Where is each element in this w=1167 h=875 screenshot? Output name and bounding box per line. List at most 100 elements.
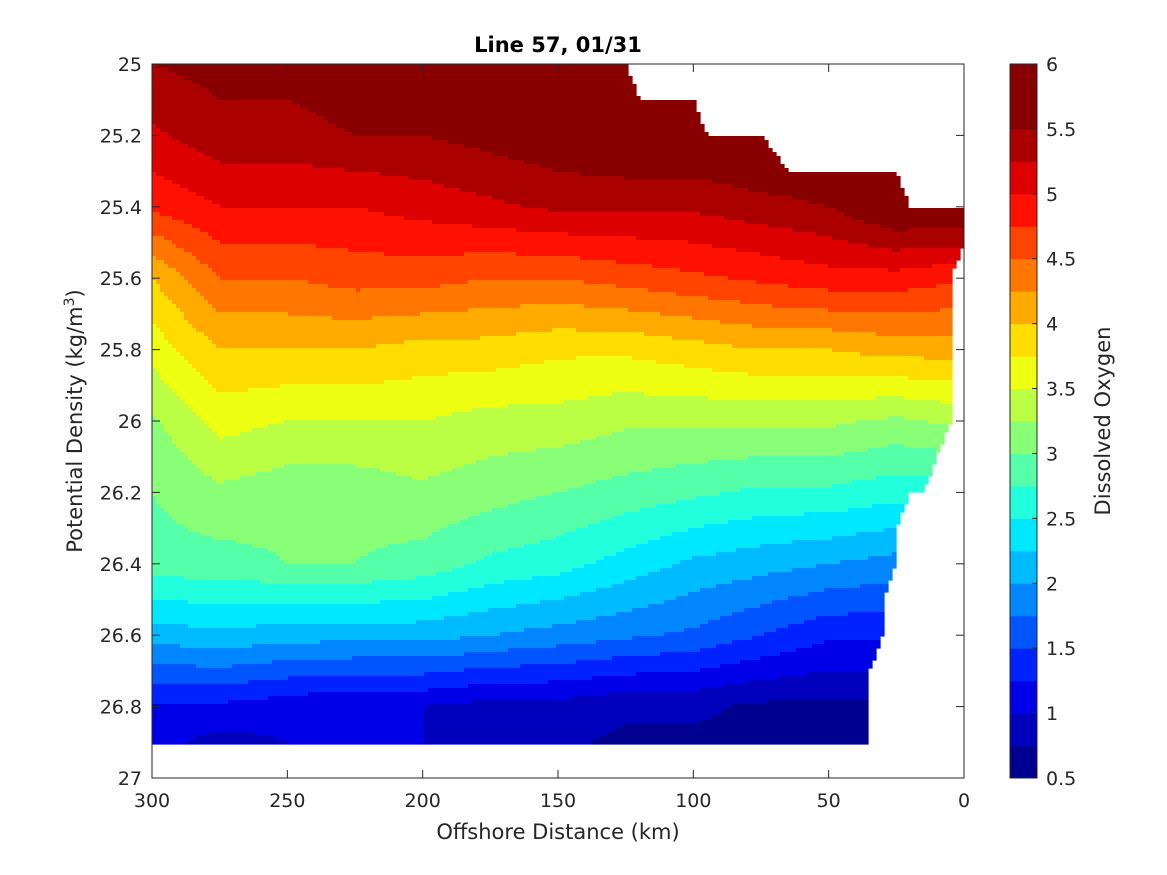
contour-band-cell [580, 440, 945, 445]
contour-band-cell [596, 560, 681, 565]
contour-band-cell [200, 532, 433, 537]
contour-band-cell [152, 124, 157, 129]
contour-band-cell [152, 340, 169, 345]
contour-band-cell [756, 280, 953, 285]
contour-band-cell [152, 656, 353, 661]
contour-band-cell [152, 364, 193, 369]
contour-band-cell [836, 424, 949, 429]
contour-band-cell [152, 112, 317, 117]
contour-band-cell [152, 692, 309, 697]
contour-band-cell [536, 448, 869, 453]
contour-band-cell [172, 240, 221, 245]
contour-band-cell [440, 472, 629, 477]
contour-band-cell [448, 524, 589, 529]
contour-band-cell [616, 612, 733, 617]
contour-band-cell [192, 284, 329, 289]
contour-band-cell [176, 304, 213, 309]
contour-band-cell [156, 324, 193, 329]
y-tick-label: 25.8 [100, 340, 142, 362]
contour-band-cell [160, 504, 509, 509]
contour-band-cell [152, 624, 189, 629]
contour-band-cell [688, 528, 885, 533]
contour-band-cell [860, 352, 953, 357]
contour-band-cell [152, 464, 197, 469]
contour-band-cell [508, 504, 657, 509]
contour-band-cell [588, 396, 709, 401]
contour-band-cell [708, 296, 953, 301]
contour-band-cell [268, 548, 377, 553]
contour-band-cell [152, 88, 209, 93]
contour-band-cell [720, 492, 909, 497]
contour-band-cell [824, 204, 909, 209]
contour-band-cell [648, 288, 829, 293]
contour-band-cell [152, 488, 569, 493]
contour-band-cell [384, 252, 465, 257]
contour-band-cell [156, 280, 189, 285]
contour-band-cell [892, 552, 897, 557]
contour-band-cell [152, 588, 469, 593]
contour-band-cell [384, 380, 953, 385]
contour-band-cell [156, 172, 381, 177]
contour-band-cell [592, 676, 781, 681]
contour-band-cell [380, 600, 541, 605]
contour-band-cell [660, 536, 833, 541]
contour-band-cell [588, 524, 705, 529]
contour-band-cell [576, 528, 689, 533]
contour-band-cell [152, 384, 169, 389]
contour-band-cell [496, 368, 713, 373]
contour-band-cell [732, 612, 849, 617]
contour-band-cell [152, 376, 161, 381]
contour-band-cell [700, 720, 869, 725]
contour-band-cell [516, 332, 645, 337]
colorbar-segment [1010, 421, 1037, 454]
contour-band-cell [612, 516, 753, 521]
contour-band-cell [152, 292, 165, 297]
colorbar-segment [1010, 356, 1037, 390]
contour-band-cell [152, 396, 181, 401]
contour-band-cell [152, 188, 189, 193]
contour-band-cell [152, 724, 425, 729]
contour-band-cell [832, 348, 953, 353]
contour-band-cell [464, 668, 701, 673]
contour-band-cell [888, 444, 905, 449]
contour-band-cell [616, 284, 789, 289]
contour-band-cell [624, 548, 737, 553]
contour-band-cell [708, 460, 937, 465]
contour-band-cell [256, 624, 553, 629]
contour-band-cell [520, 204, 825, 209]
contour-band-cell [360, 556, 485, 561]
contour-band-cell [680, 560, 841, 565]
contour-band-cell [212, 268, 681, 273]
contour-band-cell [152, 616, 445, 621]
contour-band-cell [828, 288, 909, 293]
contour-band-cell [640, 508, 849, 513]
contour-band-cell [736, 548, 897, 553]
contour-band-cell [520, 304, 585, 309]
contour-band-cell [720, 712, 869, 717]
contour-band-cell [384, 212, 701, 217]
contour-band-cell [720, 616, 817, 621]
contour-band-cell [344, 128, 705, 133]
contour-band-cell [168, 432, 217, 437]
contour-band-cell [416, 576, 533, 581]
contour-band-cell [368, 552, 493, 557]
contour-band-cell [356, 464, 465, 469]
contour-band-cell [212, 428, 253, 433]
contour-band-cell [572, 568, 661, 573]
contour-band-cell [720, 664, 873, 669]
contour-band-cell [432, 532, 565, 537]
colorbar-tick-label: 5 [1046, 184, 1058, 206]
contour-band-cell [152, 76, 185, 81]
contour-band-cell [708, 396, 877, 401]
y-tick-label: 26.8 [100, 697, 142, 719]
contour-band-cell [848, 612, 885, 617]
contour-band-cell [868, 244, 964, 249]
contour-band-cell [160, 284, 193, 289]
contour-band-cell [924, 356, 953, 361]
contour-band-cell [484, 584, 613, 589]
contour-band-cell [184, 356, 577, 361]
contour-band-cell [772, 304, 953, 309]
contour-band-cell [352, 656, 613, 661]
contour-band-cell [436, 572, 561, 577]
contour-band-cell [152, 636, 461, 641]
